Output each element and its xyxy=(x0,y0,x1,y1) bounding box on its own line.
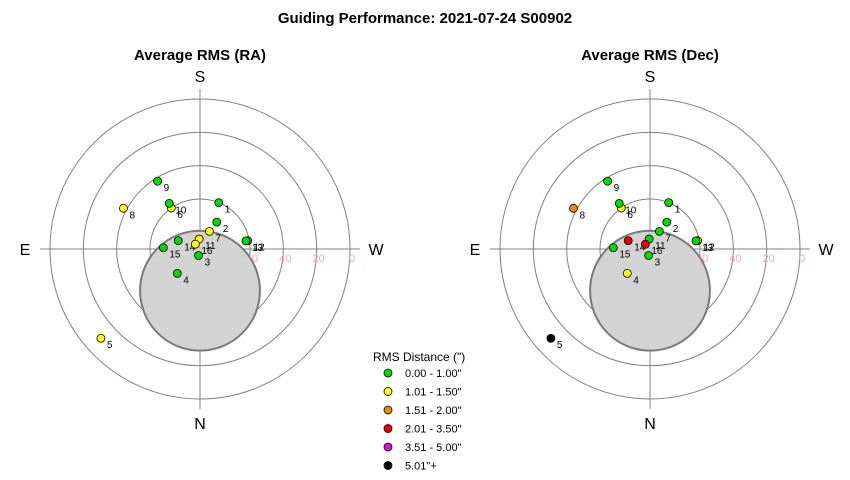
data-point xyxy=(640,239,650,249)
data-point xyxy=(654,226,664,236)
data-point-label: 2 xyxy=(223,224,229,235)
plot-title: Average RMS (Dec) xyxy=(581,47,719,64)
obstruction-disc xyxy=(139,229,261,352)
data-point-label: 13 xyxy=(252,243,264,254)
data-point-label: 13 xyxy=(702,243,714,254)
legend-marker xyxy=(383,387,393,396)
data-point xyxy=(96,333,106,343)
data-point xyxy=(622,268,632,278)
data-point xyxy=(662,217,672,227)
data-point xyxy=(569,203,578,213)
data-point-label: 8 xyxy=(129,210,135,221)
data-point-label: 9 xyxy=(164,183,170,194)
altitude-tick-label: 0 xyxy=(349,253,355,265)
plot-title: Average RMS (RA) xyxy=(134,47,266,64)
data-point xyxy=(614,199,624,208)
data-point-label: 15 xyxy=(169,250,181,261)
data-point-label: 11 xyxy=(205,241,216,252)
data-point xyxy=(603,176,613,186)
data-point xyxy=(623,236,633,246)
data-point xyxy=(190,239,200,249)
data-point xyxy=(153,176,163,186)
legend-title: RMS Distance (") xyxy=(373,350,465,364)
altitude-tick-label: 40 xyxy=(729,253,741,265)
data-point xyxy=(212,217,222,227)
ra-polar-plot: Average RMS (RA)806040200SNEW12345678910… xyxy=(20,47,385,433)
data-point xyxy=(691,236,701,246)
data-point-label: 16 xyxy=(651,246,663,257)
data-point-label: 2 xyxy=(673,224,679,235)
legend-item-label: 0.00 - 1.00" xyxy=(405,368,462,380)
data-point-label: 8 xyxy=(579,210,585,221)
data-point-label: 1 xyxy=(225,205,231,216)
data-point-label: 14 xyxy=(184,243,196,254)
data-point-label: 1 xyxy=(675,205,681,216)
data-point-label: 9 xyxy=(614,183,620,194)
data-point-label: 11 xyxy=(655,241,666,252)
data-point-label: 10 xyxy=(625,205,637,216)
data-point xyxy=(172,268,182,278)
direction-label-w: W xyxy=(368,242,384,259)
data-point-label: 10 xyxy=(175,205,187,216)
direction-label-s: S xyxy=(195,69,206,86)
altitude-tick-label: 20 xyxy=(313,253,325,265)
direction-label-e: E xyxy=(20,242,31,259)
data-point xyxy=(241,236,251,246)
direction-label-e: E xyxy=(470,242,481,259)
altitude-tick-label: 40 xyxy=(279,253,291,265)
data-point-label: 4 xyxy=(633,275,639,286)
altitude-tick-label: 20 xyxy=(763,253,775,265)
data-point xyxy=(546,333,556,343)
data-point-label: 12 xyxy=(704,243,716,254)
legend-marker xyxy=(383,442,393,452)
data-point xyxy=(173,236,183,246)
legend-marker xyxy=(383,368,393,378)
data-point-label: 3 xyxy=(655,258,661,269)
data-point xyxy=(164,199,174,208)
figure-title: Guiding Performance: 2021-07-24 S00902 xyxy=(278,10,572,27)
data-point-label: 4 xyxy=(183,275,189,286)
data-point xyxy=(119,203,128,213)
data-point-label: 16 xyxy=(201,246,213,257)
data-point xyxy=(194,251,204,260)
data-point xyxy=(204,226,214,236)
data-point xyxy=(664,198,674,208)
data-point-label: 7 xyxy=(665,233,671,244)
data-point-label: 14 xyxy=(634,243,646,254)
data-point-label: 5 xyxy=(107,340,113,351)
legend-item-label: 3.51 - 5.00" xyxy=(405,442,462,454)
data-point xyxy=(644,251,654,260)
data-point xyxy=(158,243,168,253)
legend: RMS Distance (") 0.00 - 1.00" 1.01 - 1.50… xyxy=(373,350,465,473)
legend-item-label: 5.01"+ xyxy=(405,461,437,473)
data-point-label: 3 xyxy=(205,258,211,269)
data-point-label: 7 xyxy=(215,233,221,244)
direction-label-n: N xyxy=(644,416,656,433)
legend-marker xyxy=(383,405,393,415)
data-point-label: 12 xyxy=(254,243,266,254)
legend-marker xyxy=(383,424,393,433)
legend-item-label: 1.01 - 1.50" xyxy=(405,387,462,399)
legend-marker xyxy=(383,461,393,470)
dec-polar-plot: Average RMS (Dec)806040200SNEW1234567891… xyxy=(470,47,835,433)
obstruction-disc xyxy=(589,229,711,352)
legend-item-label: 1.51 - 2.00" xyxy=(405,405,462,417)
data-point xyxy=(214,198,224,208)
direction-label-n: N xyxy=(194,416,206,433)
data-point-label: 6 xyxy=(177,210,183,221)
data-point xyxy=(608,243,618,253)
direction-label-s: S xyxy=(645,69,656,86)
data-point-label: 15 xyxy=(619,250,631,261)
data-point-label: 5 xyxy=(557,340,563,351)
altitude-tick-label: 0 xyxy=(799,253,805,265)
direction-label-w: W xyxy=(818,242,834,259)
legend-item-label: 2.01 - 3.50" xyxy=(405,424,462,436)
data-point-label: 6 xyxy=(627,210,633,221)
